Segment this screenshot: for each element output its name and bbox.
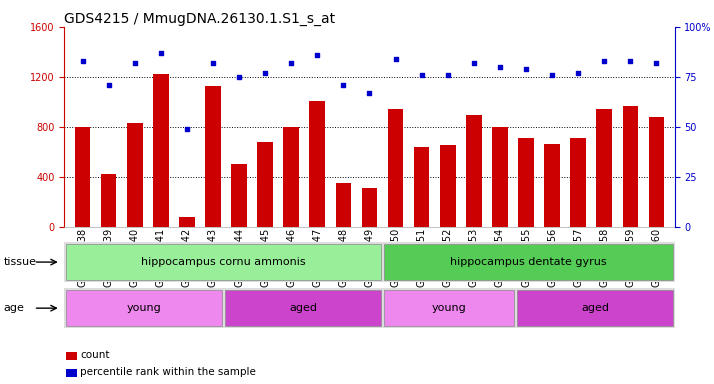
Point	[442, 72, 453, 78]
Bar	[66, 244, 381, 280]
Point	[286, 60, 297, 66]
Point	[573, 70, 584, 76]
Bar	[384, 290, 514, 326]
Point	[546, 72, 558, 78]
Point	[129, 60, 141, 66]
Bar	[153, 74, 169, 227]
Point	[155, 50, 166, 56]
Text: hippocampus cornu ammonis: hippocampus cornu ammonis	[141, 257, 306, 267]
Point	[468, 60, 480, 66]
Bar	[75, 127, 91, 227]
Bar	[388, 109, 403, 227]
Point	[207, 60, 218, 66]
Text: young: young	[432, 303, 466, 313]
Text: young: young	[126, 303, 161, 313]
Bar	[466, 116, 482, 227]
Bar	[596, 109, 612, 227]
Point	[625, 58, 636, 64]
Text: percentile rank within the sample: percentile rank within the sample	[80, 367, 256, 377]
Bar	[544, 144, 560, 227]
Bar	[362, 188, 377, 227]
Bar	[414, 147, 430, 227]
Point	[233, 74, 245, 80]
Bar	[492, 127, 508, 227]
Point	[259, 70, 271, 76]
Point	[494, 64, 506, 70]
Point	[521, 66, 532, 72]
Bar	[517, 290, 673, 326]
Bar	[309, 101, 325, 227]
Text: GDS4215 / MmugDNA.26130.1.S1_s_at: GDS4215 / MmugDNA.26130.1.S1_s_at	[64, 12, 336, 26]
Bar	[518, 138, 534, 227]
Bar	[127, 123, 143, 227]
Bar	[440, 146, 456, 227]
Bar	[101, 174, 116, 227]
Text: hippocampus dentate gyrus: hippocampus dentate gyrus	[451, 257, 607, 267]
Text: aged: aged	[581, 303, 609, 313]
Bar	[283, 127, 299, 227]
Point	[390, 56, 401, 62]
Text: aged: aged	[289, 303, 317, 313]
Bar	[648, 117, 664, 227]
Point	[181, 126, 193, 132]
Bar	[623, 106, 638, 227]
Text: tissue: tissue	[4, 257, 36, 267]
Bar	[205, 86, 221, 227]
Bar	[384, 244, 673, 280]
Bar	[336, 183, 351, 227]
Bar	[231, 164, 247, 227]
Point	[650, 60, 662, 66]
Point	[338, 82, 349, 88]
Bar	[570, 138, 586, 227]
Bar	[225, 290, 381, 326]
Point	[598, 58, 610, 64]
Point	[103, 82, 114, 88]
Point	[363, 90, 376, 96]
Bar	[66, 290, 222, 326]
Bar	[179, 217, 195, 227]
Text: count: count	[80, 350, 109, 360]
Bar	[257, 142, 273, 227]
Point	[311, 52, 323, 58]
Text: age: age	[4, 303, 24, 313]
Point	[416, 72, 428, 78]
Point	[77, 58, 89, 64]
